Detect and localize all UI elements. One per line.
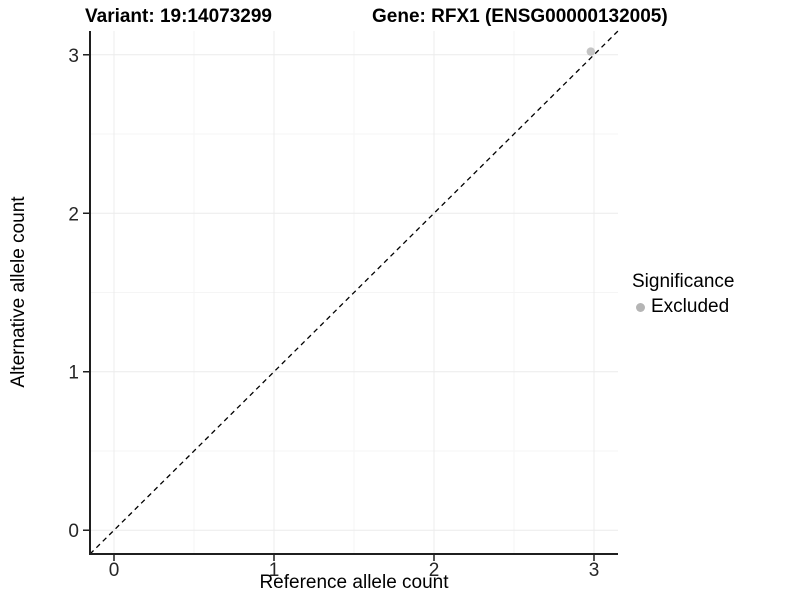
y-tick-label: 2 [68,204,79,225]
x-tick-label: 3 [589,560,600,581]
legend-title: Significance [632,271,735,292]
x-axis-title: Reference allele count [259,572,449,593]
excluded-point-icon [636,302,645,312]
legend-item-excluded: Excluded [632,296,734,318]
y-axis-title: Alternative allele count [8,196,29,388]
identity-dashed-line [89,30,619,555]
plot-title-gene: Gene: RFX1 (ENSG00000132005) [372,6,668,27]
legend: Significance Excluded [632,271,734,318]
x-tick-label: 0 [109,560,120,581]
x-tick-label: 2 [429,560,440,581]
y-tick-label: 3 [68,46,79,67]
plot-title-variant: Variant: 19:14073299 [85,6,272,27]
y-tick-label: 1 [68,363,79,384]
x-tick-label: 1 [269,560,280,581]
y-tick-label: 0 [68,521,79,542]
data-point-excluded [586,47,595,56]
legend-item-label: Excluded [651,296,730,317]
